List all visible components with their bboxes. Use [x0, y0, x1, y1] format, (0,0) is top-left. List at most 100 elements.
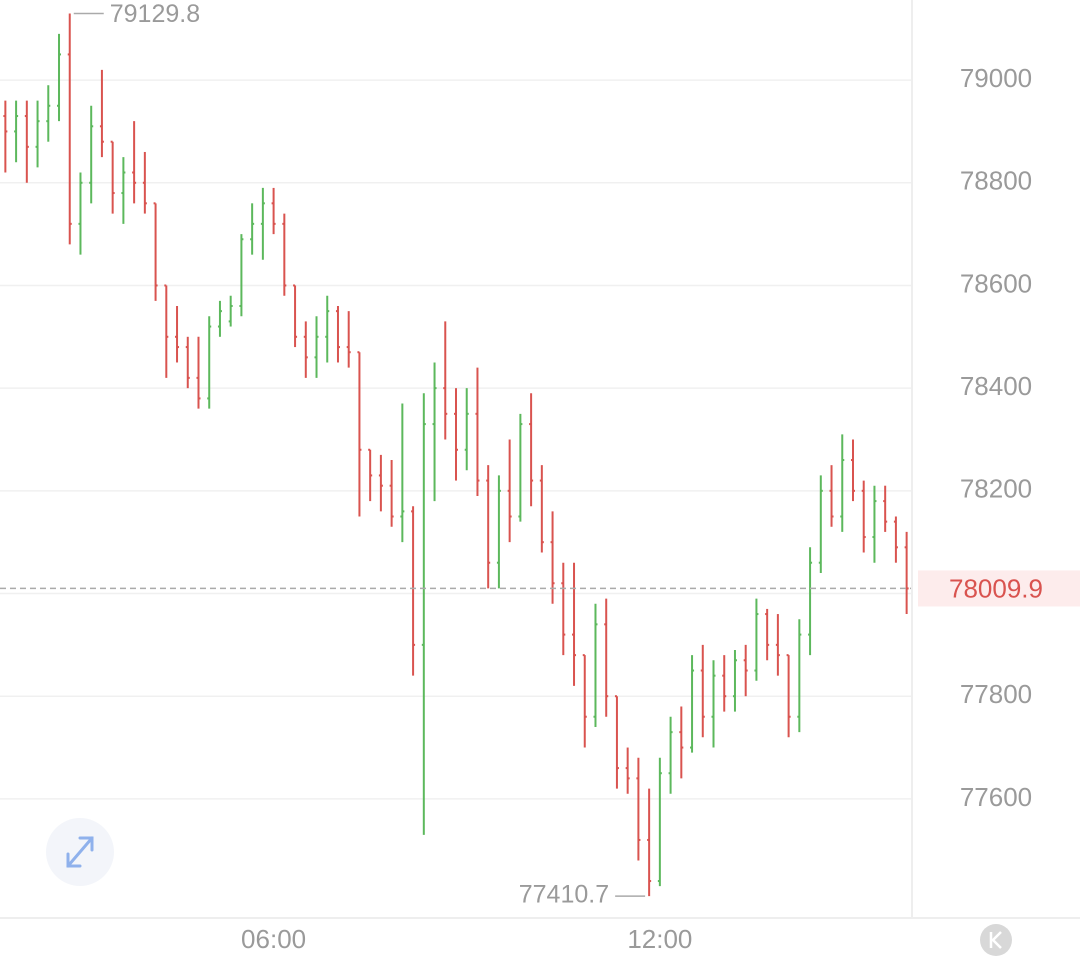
ohlc-bar: [464, 388, 469, 471]
low-label: 77410.7: [519, 881, 609, 909]
ohlc-bar: [765, 608, 770, 661]
y-tick-label: 79000: [960, 63, 1032, 93]
ohlc-bar: [35, 100, 40, 168]
ohlc-bar: [325, 295, 330, 363]
ohlc-bar: [529, 393, 534, 507]
ohlc-bar: [78, 172, 83, 255]
ohlc-bar: [604, 598, 609, 717]
ohlc-bar: [582, 654, 587, 748]
y-tick-label: 77600: [960, 782, 1032, 812]
expand-icon: [66, 836, 94, 868]
ohlc-bar: [861, 480, 866, 553]
ohlc-bar: [3, 100, 8, 173]
ohlc-bar: [421, 393, 426, 835]
y-tick-label: 78400: [960, 371, 1032, 401]
ohlc-bar: [743, 644, 748, 697]
ohlc-bar: [700, 644, 705, 738]
ohlc-bar: [432, 362, 437, 502]
last-price-bg: [918, 570, 1080, 607]
plot: [0, 12, 912, 897]
ohlc-bar: [164, 284, 169, 378]
ohlc-bar: [454, 388, 458, 481]
ohlc-bar: [593, 603, 598, 728]
ohlc-bar: [121, 157, 126, 224]
ohlc-bar: [400, 403, 405, 543]
ohlc-bar: [346, 311, 351, 368]
x-tick-label: 06:00: [241, 924, 306, 954]
ohlc-bar: [775, 614, 780, 676]
ohlc-bar: [335, 306, 340, 363]
ohlc-bar: [625, 747, 630, 794]
ohlc-bar: [185, 336, 190, 389]
ohlc-bar: [153, 202, 158, 301]
y-tick-label: 77800: [960, 679, 1032, 709]
ohlc-bar: [411, 506, 416, 676]
ohlc-bar: [303, 321, 308, 378]
ohlc-bar: [89, 105, 94, 204]
ohlc-bar: [57, 33, 62, 122]
ohlc-bar: [260, 187, 265, 260]
ohlc-bar: [840, 434, 845, 532]
ohlc-bar: [14, 100, 19, 163]
ohlc-bar: [850, 439, 855, 502]
ohlc-bar: [893, 516, 898, 563]
y-tick-label: 78800: [960, 166, 1032, 196]
ohlc-bar: [207, 316, 212, 409]
k-icon: [989, 931, 1002, 949]
ohlc-bar: [132, 121, 137, 204]
ohlc-bar: [872, 485, 877, 563]
ohlc-bar: [679, 706, 684, 779]
ohlc-bar: [539, 465, 544, 553]
ohlc-bar: [282, 213, 287, 296]
ohlc-bar: [808, 547, 813, 656]
ohlc-bar: [67, 13, 72, 245]
ohlc-bar: [228, 295, 233, 327]
ohlc-bar: [711, 660, 716, 748]
k-button[interactable]: [980, 924, 1012, 956]
ohlc-bar: [614, 695, 619, 789]
ohlc-bar: [797, 619, 802, 733]
ohlc-bar: [904, 531, 909, 615]
ohlc-bar: [314, 316, 319, 378]
ohlc-bar: [722, 655, 727, 712]
ohlc-bar: [572, 562, 577, 686]
ohlc-bar: [818, 475, 823, 573]
last-price-label: 78009.9: [949, 573, 1043, 603]
ohlc-bar: [829, 465, 834, 527]
ohlc-bar: [507, 439, 512, 543]
ohlc-bar: [550, 511, 555, 604]
x-tick-label: 12:00: [627, 924, 692, 954]
ohlc-bar: [357, 351, 362, 517]
ohlc-bar: [24, 100, 29, 183]
ohlc-bar: [475, 367, 480, 496]
ohlc-bar: [271, 187, 276, 235]
ohlc-bar: [250, 203, 255, 255]
ohlc-bar: [378, 454, 383, 512]
y-tick-label: 78200: [960, 474, 1032, 504]
ohlc-bar: [486, 465, 491, 589]
ohlc-bar: [99, 69, 104, 158]
ohlc-bar: [668, 716, 673, 794]
ohlc-bar: [883, 485, 888, 532]
ohlc-bar: [293, 284, 298, 348]
ohlc-bar: [647, 788, 652, 897]
ohlc-bar: [217, 300, 222, 337]
ohlc-bar: [239, 234, 244, 317]
ohlc-bar: [389, 460, 394, 527]
ohlc-bar: [690, 655, 695, 753]
ohlc-bar: [46, 85, 51, 142]
ohlc-bar: [443, 321, 448, 440]
ohlc-bar: [110, 140, 115, 214]
y-tick-label: 78600: [960, 268, 1032, 298]
ohlc-bar: [496, 475, 501, 589]
ohlc-bar: [196, 336, 201, 409]
ohlc-bar: [518, 413, 523, 522]
ohlc-bar: [657, 757, 662, 887]
expand-button[interactable]: [46, 818, 114, 886]
k-button-bg[interactable]: [980, 924, 1012, 956]
ohlc-bar: [142, 151, 147, 214]
ohlc-bar: [368, 448, 373, 502]
ohlc-bar: [732, 649, 737, 712]
